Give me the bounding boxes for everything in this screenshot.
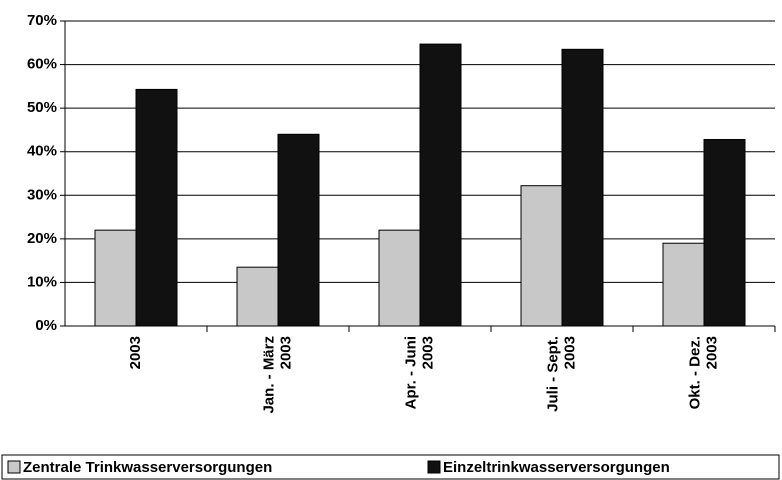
- bar: [419, 43, 462, 327]
- x-tick-label: Juli - Sept.: [544, 336, 561, 412]
- x-tick-label: Okt. - Dez.: [686, 336, 703, 409]
- x-tick-label: 2003: [277, 336, 294, 369]
- bar: [703, 139, 746, 327]
- y-tick-label: 40%: [27, 143, 57, 160]
- x-tick-label: 2003: [127, 336, 144, 369]
- x-tick-label: Apr. - Juni: [402, 336, 419, 409]
- bar: [520, 185, 563, 327]
- x-tick-label: 2003: [561, 336, 578, 369]
- y-tick-label: 60%: [27, 56, 57, 73]
- bar: [94, 229, 137, 327]
- legend-box: [1, 454, 780, 480]
- bar: [561, 48, 604, 327]
- legend-swatch: [427, 460, 441, 474]
- y-tick-label: 50%: [27, 99, 57, 116]
- x-tick-label: 2003: [703, 336, 720, 369]
- bar: [277, 133, 320, 327]
- legend-label: Zentrale Trinkwasserversorgungen: [23, 459, 272, 476]
- y-tick-label: 20%: [27, 230, 57, 247]
- bar: [662, 242, 705, 327]
- bar: [135, 88, 178, 327]
- bar: [236, 266, 279, 327]
- y-tick-label: 30%: [27, 186, 57, 203]
- x-tick-label: Jan. - März: [260, 336, 277, 414]
- bar: [378, 229, 421, 327]
- legend-label: Einzeltrinkwasserversorgungen: [443, 459, 670, 476]
- legend-swatch: [7, 460, 21, 474]
- y-tick-label: 0%: [35, 317, 57, 334]
- x-tick-label: 2003: [419, 336, 436, 369]
- y-tick-label: 10%: [27, 273, 57, 290]
- y-tick-label: 70%: [27, 12, 57, 29]
